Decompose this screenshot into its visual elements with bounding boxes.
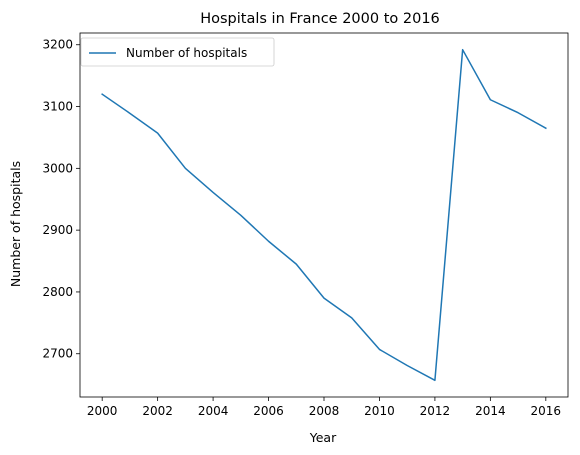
x-axis-title: Year <box>309 430 337 445</box>
x-tick-label: 2016 <box>531 404 562 418</box>
axes-frame <box>79 32 569 398</box>
x-tick-label: 2002 <box>142 404 173 418</box>
x-tick-label: 2004 <box>198 404 229 418</box>
y-axis: 2700 2800 2900 3000 3100 3200 <box>42 38 80 361</box>
x-axis: 2000 2002 2004 2006 2008 2010 2012 2014 2016 <box>87 397 561 418</box>
legend: Number of hospitals <box>80 37 275 67</box>
x-tick-label: 2006 <box>253 404 284 418</box>
x-tick-label: 2008 <box>309 404 340 418</box>
y-axis-title: Number of hospitals <box>8 161 23 287</box>
x-tick-label: 2014 <box>475 404 506 418</box>
y-tick-label: 3200 <box>42 38 73 52</box>
y-tick-label: 3000 <box>42 161 73 175</box>
y-tick-label: 3100 <box>42 100 73 114</box>
legend-box <box>80 37 275 67</box>
x-tick-label: 2010 <box>364 404 395 418</box>
y-tick-label: 2700 <box>42 347 73 361</box>
series-layer <box>101 48 547 382</box>
chart-title: Hospitals in France 2000 to 2016 <box>200 11 440 27</box>
x-tick-label: 2000 <box>87 404 118 418</box>
x-tick-label: 2012 <box>420 404 451 418</box>
series-line-0 <box>101 48 547 382</box>
y-tick-label: 2900 <box>42 223 73 237</box>
y-tick-label: 2800 <box>42 285 73 299</box>
legend-entry-number-of-hospitals: Number of hospitals <box>126 46 247 60</box>
